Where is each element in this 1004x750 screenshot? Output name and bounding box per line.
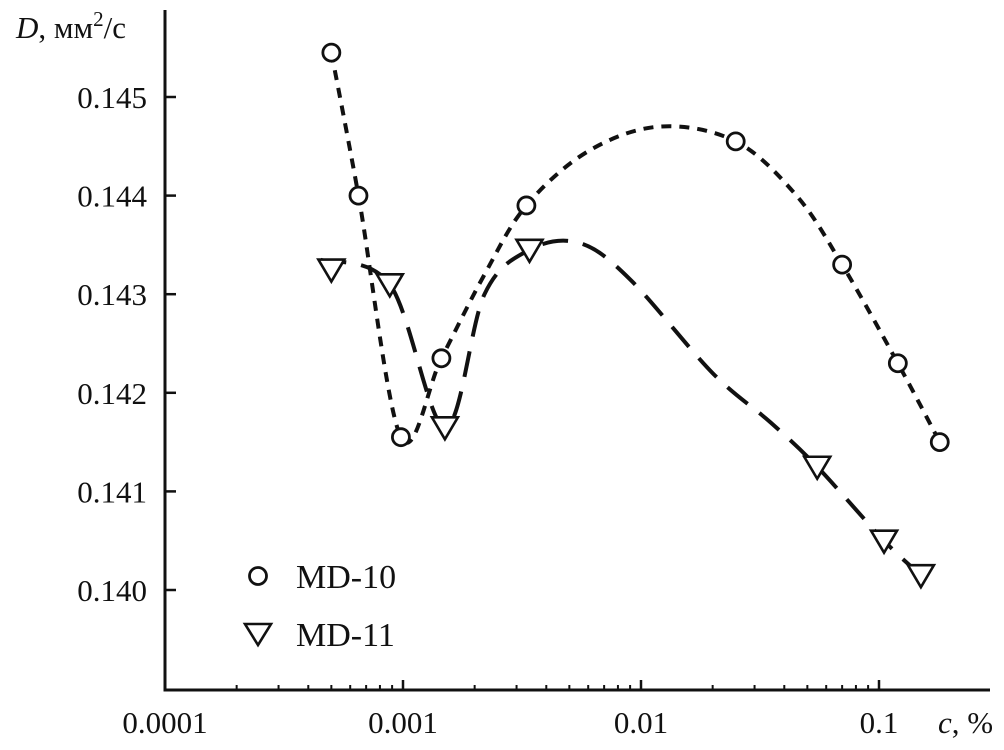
legend-entry-md-10: MD-10 bbox=[248, 559, 396, 596]
data-point-md-11 bbox=[801, 455, 833, 482]
data-point-md-11 bbox=[316, 258, 347, 285]
y-tick-label: 0.145 bbox=[77, 80, 147, 115]
y-tick-label: 0.144 bbox=[77, 179, 147, 214]
y-tick-label: 0.143 bbox=[77, 277, 147, 312]
y-axis-title: D, мм2/с bbox=[15, 7, 126, 45]
data-point-md-10 bbox=[725, 131, 746, 152]
legend-circle-marker bbox=[248, 566, 268, 586]
data-point-md-11 bbox=[514, 238, 545, 265]
x-tick-label: 0.0001 bbox=[122, 705, 207, 740]
y-tick-label: 0.140 bbox=[77, 573, 147, 608]
legend-triangle-marker bbox=[242, 622, 274, 648]
legend-label-md-11: MD-11 bbox=[296, 617, 395, 654]
fit-curves bbox=[319, 52, 942, 577]
y-axis-unit: , мм bbox=[38, 10, 93, 45]
data-point-md-11 bbox=[429, 416, 461, 442]
data-point-md-11 bbox=[868, 529, 900, 556]
y-tick-label: 0.142 bbox=[77, 376, 147, 411]
axes bbox=[163, 10, 990, 692]
data-point-md-10 bbox=[516, 195, 537, 216]
data-point-md-10 bbox=[929, 432, 950, 453]
legend: MD-10 MD-11 bbox=[242, 559, 396, 654]
x-axis-title: c, % bbox=[938, 705, 993, 740]
x-tick-label: 0.1 bbox=[860, 705, 899, 740]
data-point-md-10 bbox=[832, 254, 853, 275]
x-axis-unit: , % bbox=[952, 705, 993, 740]
y-tick-label: 0.141 bbox=[77, 474, 147, 509]
fit-curve-md-11 bbox=[319, 238, 923, 577]
data-point-md-11 bbox=[905, 563, 937, 590]
x-tick-label: 0.01 bbox=[614, 705, 668, 740]
data-point-md-10 bbox=[431, 348, 452, 369]
data-point-md-10 bbox=[391, 427, 411, 448]
x-axis-var: c bbox=[938, 705, 952, 740]
legend-label-md-10: MD-10 bbox=[296, 559, 396, 596]
data-point-md-10 bbox=[321, 42, 342, 63]
y-axis-unit-tail: /с bbox=[104, 10, 126, 45]
x-tick-label: 0.001 bbox=[368, 705, 438, 740]
tick-labels: 0.140 0.141 0.142 0.143 0.144 0.145 0.0001 0.00… bbox=[77, 80, 898, 740]
data-markers bbox=[316, 42, 950, 590]
data-point-md-10 bbox=[348, 185, 369, 206]
data-point-md-10 bbox=[887, 353, 908, 374]
y-axis-unit-exp: 2 bbox=[93, 7, 104, 31]
y-axis-var: D bbox=[15, 10, 38, 45]
data-point-md-11 bbox=[374, 273, 406, 299]
legend-entry-md-11: MD-11 bbox=[242, 617, 395, 654]
